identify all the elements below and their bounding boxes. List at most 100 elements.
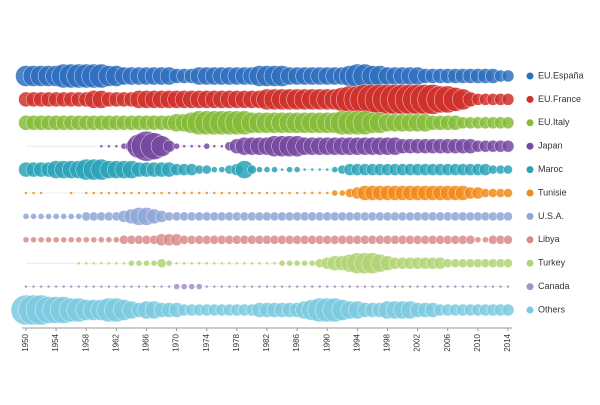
bubble — [476, 284, 480, 289]
bubble — [293, 166, 301, 173]
bubble — [250, 261, 254, 265]
bubble — [205, 191, 209, 195]
legend-label: Tunisie — [538, 187, 567, 197]
bubble — [331, 189, 338, 197]
bubble — [415, 284, 420, 289]
bubble — [54, 284, 58, 289]
bubble — [114, 261, 119, 265]
bubble — [503, 211, 513, 222]
x-tick-label: 1954 — [51, 333, 60, 351]
bubble — [92, 284, 96, 289]
x-tick-label: 1990 — [322, 333, 331, 351]
bubble — [114, 144, 119, 148]
bubble — [227, 261, 232, 265]
bubble — [122, 284, 126, 289]
bubble — [378, 284, 382, 289]
bubble — [165, 260, 173, 267]
bubble — [205, 284, 209, 289]
bubble — [256, 166, 263, 173]
bubble — [159, 191, 164, 195]
bubble — [122, 261, 126, 265]
legend-label: U.S.A. — [538, 211, 564, 221]
x-tick-label: 2002 — [413, 333, 422, 351]
bubble — [167, 284, 171, 289]
bubble — [355, 284, 360, 289]
bubble — [446, 284, 450, 289]
legend-label: Canada — [538, 281, 570, 291]
bubble — [107, 284, 111, 289]
bubble — [92, 191, 96, 195]
bubble — [83, 236, 90, 244]
bubble — [212, 261, 216, 265]
bubble — [99, 284, 104, 289]
bubble — [37, 213, 45, 220]
x-tick-label: 1994 — [352, 333, 361, 351]
bubble — [242, 284, 247, 289]
bubble — [271, 166, 278, 173]
bubble — [137, 191, 141, 195]
bubble — [235, 261, 239, 265]
bubble — [242, 261, 247, 265]
bubble — [84, 261, 88, 265]
bubble — [212, 284, 216, 289]
x-tick-label: 1974 — [202, 333, 211, 351]
bubble — [60, 236, 67, 244]
bubble — [137, 284, 141, 289]
bubble — [302, 284, 307, 289]
bubble — [196, 283, 203, 290]
bubble — [363, 284, 367, 289]
bubble — [92, 261, 96, 265]
bubble — [30, 236, 37, 244]
bubble — [37, 236, 45, 244]
bubble — [135, 260, 143, 267]
bubble — [77, 261, 81, 265]
bubble — [152, 191, 156, 195]
legend-label: EU.France — [538, 94, 581, 104]
bubble — [235, 284, 239, 289]
legend-swatch — [526, 189, 534, 197]
x-tick-label: 1962 — [111, 333, 120, 351]
legend-label: Turkey — [538, 258, 566, 268]
bubble — [295, 191, 299, 195]
bubble — [31, 284, 36, 289]
bubble — [301, 260, 308, 267]
bubble — [280, 191, 284, 195]
legend-swatch — [526, 236, 534, 244]
x-tick-label: 1966 — [142, 333, 151, 351]
x-tick-label: 1950 — [21, 333, 30, 351]
bubble — [501, 69, 515, 83]
bubble — [52, 213, 60, 220]
x-tick-label: 1982 — [262, 333, 271, 351]
bubble — [333, 284, 337, 289]
legend-swatch — [526, 166, 534, 174]
bubble — [501, 303, 515, 317]
bubble — [105, 236, 113, 244]
bubble — [318, 167, 322, 172]
legend-swatch — [526, 95, 534, 103]
bubble — [122, 191, 126, 195]
bubble — [257, 191, 262, 195]
bubble — [325, 191, 329, 195]
bubble — [501, 116, 515, 130]
bubble — [318, 284, 322, 289]
bubble — [483, 284, 488, 289]
bubble — [257, 284, 262, 289]
bubble — [227, 284, 232, 289]
bubble — [67, 236, 75, 244]
bubble — [474, 236, 482, 244]
bubble — [465, 235, 476, 245]
bubble — [197, 144, 201, 148]
bubble — [52, 236, 60, 244]
legend-swatch — [526, 212, 534, 220]
bubble — [308, 260, 316, 267]
bubble — [503, 164, 513, 175]
bubble — [144, 191, 149, 195]
bubble — [272, 191, 277, 195]
bubble — [67, 213, 75, 220]
bubble — [385, 284, 390, 289]
bubble — [61, 284, 66, 289]
bubble — [393, 284, 397, 289]
bubble — [159, 284, 164, 289]
legend-swatch — [526, 306, 534, 314]
bubble — [468, 284, 473, 289]
